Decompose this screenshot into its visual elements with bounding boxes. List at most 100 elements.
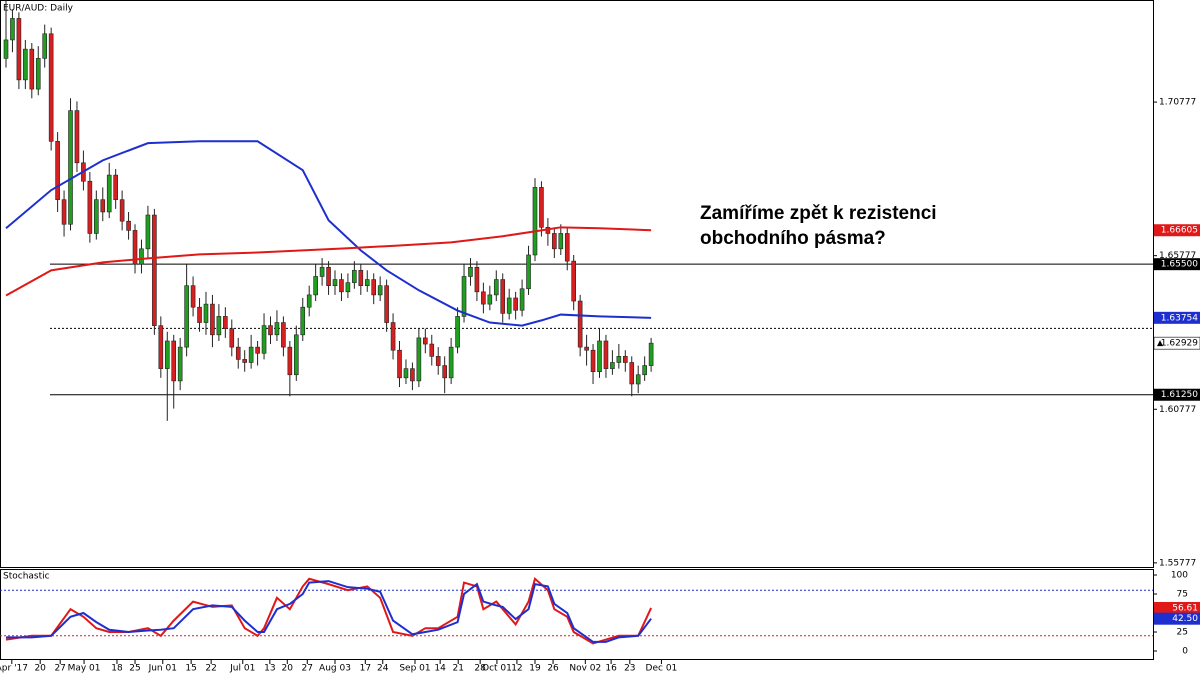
candle-body xyxy=(461,276,467,317)
candle-body xyxy=(442,365,447,379)
candle-body xyxy=(29,48,35,90)
candle-body xyxy=(571,260,576,302)
candle-body xyxy=(532,187,538,256)
candle-body xyxy=(397,349,402,379)
x-tick-label: 23 xyxy=(624,664,635,674)
y-tick-label: 1.60777 xyxy=(1159,405,1196,415)
candle-body xyxy=(119,199,125,222)
moving-average xyxy=(5,140,652,327)
y-tick-label: 25 xyxy=(1177,628,1188,638)
x-tick-label: 19 xyxy=(529,664,541,674)
candle-body xyxy=(564,233,570,262)
candle-body xyxy=(203,303,209,323)
candle-body xyxy=(242,359,247,363)
price-marker-label: 1.65500 xyxy=(1161,260,1198,270)
candle-body xyxy=(10,18,15,41)
x-tick-label: Jun 01 xyxy=(148,664,177,674)
candle-body xyxy=(326,266,331,286)
candle-body xyxy=(190,285,196,308)
candle-body xyxy=(87,180,93,234)
candle-body xyxy=(235,346,241,360)
x-tick-label: 21 xyxy=(452,664,463,674)
x-tick-label: 27 xyxy=(302,664,313,674)
candle-body xyxy=(474,266,480,293)
candle-body xyxy=(171,340,177,382)
candle-body xyxy=(3,39,9,59)
x-tick-label: 13 xyxy=(264,664,275,674)
candle-body xyxy=(519,288,525,311)
x-tick-label: Jul 01 xyxy=(229,664,255,674)
price-marker xyxy=(1154,601,1200,614)
candle-body xyxy=(603,340,609,369)
candle-body xyxy=(468,266,473,277)
x-tick-label: 28 xyxy=(474,664,486,674)
candle-body xyxy=(352,270,357,283)
x-tick-label: 16 xyxy=(605,664,617,674)
x-tick-label: 25 xyxy=(129,664,140,674)
candle-body xyxy=(332,279,338,286)
candle-body xyxy=(403,368,409,379)
candle-body xyxy=(287,346,293,376)
x-tick-label: 22 xyxy=(205,664,216,674)
candle-body xyxy=(74,110,80,164)
candle-body xyxy=(100,199,106,213)
price-marker-label: 1.62929 xyxy=(1161,339,1198,349)
y-tick-label: 1.70777 xyxy=(1159,98,1196,108)
candle-body xyxy=(164,340,170,369)
chart-title: EUR/AUD: Daily xyxy=(3,4,74,14)
candle-body xyxy=(455,316,460,348)
candle-body xyxy=(552,233,557,250)
x-tick-label: 15 xyxy=(185,664,196,674)
indicator-pane xyxy=(0,569,1154,660)
candle-body xyxy=(616,356,622,363)
candle-body xyxy=(16,18,22,81)
y-tick-label: 75 xyxy=(1177,590,1188,600)
candle-body xyxy=(132,230,138,265)
x-tick-label: 27 xyxy=(54,664,65,674)
candle-body xyxy=(423,337,428,345)
candle-body xyxy=(313,276,318,296)
y-tick-label: 1.65777 xyxy=(1159,251,1196,261)
candle-body xyxy=(113,174,118,200)
candle-body xyxy=(448,346,454,379)
candle-body xyxy=(55,141,60,200)
y-tick-label: 1.55777 xyxy=(1159,558,1196,568)
candle-body xyxy=(642,365,647,376)
candle-body xyxy=(300,306,306,336)
moving-average xyxy=(5,226,652,297)
x-tick-label: Apr '17 xyxy=(0,664,28,674)
indicator-title: Stochastic xyxy=(3,572,50,582)
candle-body xyxy=(623,356,628,363)
candle-body xyxy=(197,306,202,323)
candle-body xyxy=(281,322,286,348)
candle-body xyxy=(487,294,493,305)
candle-body xyxy=(500,279,506,314)
price-marker-label: 56.61 xyxy=(1172,603,1198,613)
candle-body xyxy=(371,279,377,296)
title-bg xyxy=(1,1,59,13)
candle-body xyxy=(429,343,435,357)
candle-body xyxy=(184,285,189,348)
candle-body xyxy=(23,48,28,81)
x-tick-label: 20 xyxy=(282,664,294,674)
candle-body xyxy=(261,325,267,354)
price-marker-label: 1.61250 xyxy=(1161,390,1198,400)
stochastic-line xyxy=(5,580,652,643)
candle-body xyxy=(61,199,67,225)
annotation: obchodního pásma? xyxy=(700,228,886,249)
x-tick-label: 12 xyxy=(511,664,522,674)
x-tick-label: Nov 02 xyxy=(569,664,601,674)
price-marker xyxy=(1154,224,1200,237)
candle-body xyxy=(435,356,441,366)
x-tick-label: 14 xyxy=(434,664,446,674)
y-tick-label: 0 xyxy=(1182,647,1188,657)
candle-body xyxy=(48,33,54,142)
candle-body xyxy=(506,297,512,314)
candle-body xyxy=(255,346,260,354)
y-tick-label: 100 xyxy=(1171,571,1188,581)
x-tick-label: 20 xyxy=(34,664,46,674)
price-marker-label: 42.50 xyxy=(1172,614,1198,624)
candle-body xyxy=(210,303,215,336)
candle-body xyxy=(358,270,364,286)
